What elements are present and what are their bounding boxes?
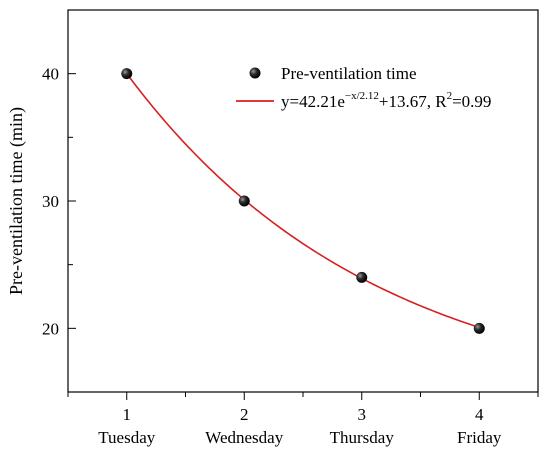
x-tick-label: 2 [240,405,249,424]
data-point [121,68,133,80]
data-points [121,68,485,334]
y-axis-label: Pre-ventilation time (min) [6,107,27,295]
y-tick-label: 30 [42,192,59,211]
legend-label-fit: y=42.21e−x/2.12+13.67, R2=0.99 [281,90,491,111]
fit-label-squared: 2 [447,90,453,102]
x-category-label: Wednesday [205,428,283,447]
fit-label-mid: +13.67, R [379,92,447,111]
x-category-label: Tuesday [98,428,155,447]
fit-label-tail: =0.99 [452,92,491,111]
fit-label-exponent: −x/2.12 [345,90,379,102]
legend-label-scatter: Pre-ventilation time [281,64,417,83]
fit-curve-line [126,73,480,329]
y-tick-label: 40 [42,65,59,84]
fit-label-lead: y=42.21e [281,92,345,111]
data-point [356,271,368,283]
x-category-label: Thursday [330,428,395,447]
legend: Pre-ventilation time y=42.21e−x/2.12+13.… [236,64,491,111]
y-tick-label: 20 [42,319,59,338]
y-axis-ticks: 20 30 40 [42,9,76,393]
x-tick-label: 3 [358,405,367,424]
data-point [473,322,485,334]
data-point [238,195,250,207]
legend-marker-scatter [249,67,261,79]
x-category-label: Friday [457,428,502,447]
x-tick-label: 1 [123,405,132,424]
x-tick-label: 4 [475,405,484,424]
x-axis-ticks: 1 Tuesday 2 Wednesday 3 Thursday 4 Friday [67,392,539,447]
